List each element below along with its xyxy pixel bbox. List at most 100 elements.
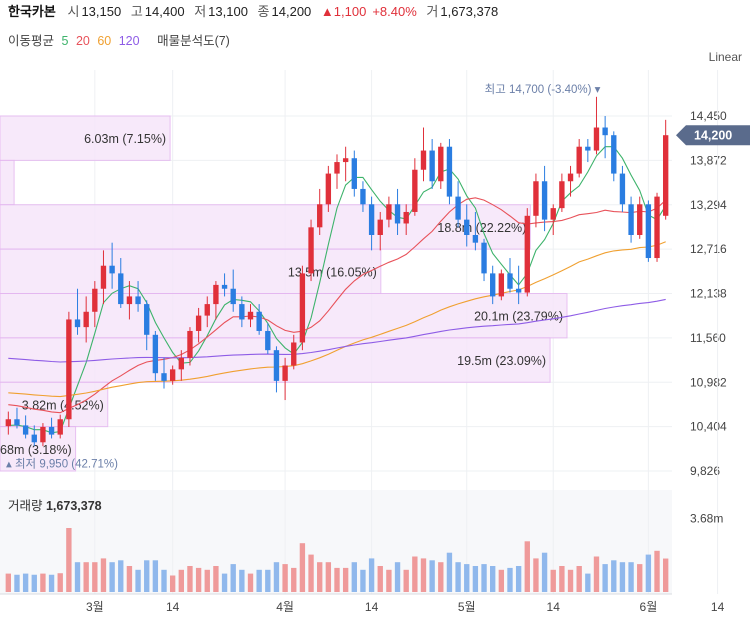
volume-bar (118, 560, 124, 592)
volume-profile-bar (0, 381, 109, 428)
volume-bar (239, 569, 245, 592)
ma-20-label: 20 (75, 34, 90, 48)
volume-profile-toggle[interactable]: 매물분석도(7) (157, 34, 230, 48)
candle-body (438, 146, 444, 182)
price-tick-label: 10,982 (690, 375, 727, 389)
date-tick-label: 4월 (276, 600, 294, 614)
volume-bar (507, 567, 513, 592)
volume-bar (213, 566, 219, 592)
candle-body (325, 173, 332, 205)
volume-bar (472, 566, 479, 592)
candle-body (204, 304, 210, 316)
candle-body (213, 284, 219, 305)
candle-body (169, 369, 176, 381)
candle-body (74, 319, 81, 328)
volume-bar (265, 569, 271, 592)
candle-body (31, 434, 37, 443)
date-tick-label: 14 (166, 600, 180, 614)
candle-body (472, 234, 479, 243)
high-value: 14,400 (144, 4, 185, 19)
candle-body (645, 204, 652, 259)
volume-bar (5, 573, 12, 592)
volume-bar (342, 567, 349, 592)
volume-bar (282, 564, 288, 592)
candle-body (178, 357, 184, 370)
candle-body (187, 330, 193, 358)
volume-bar (524, 541, 530, 592)
candle-body (230, 288, 236, 305)
candle-body (576, 146, 582, 174)
candle-body (83, 311, 89, 328)
candle-body (109, 265, 115, 274)
price-tick-label: 10,404 (690, 420, 727, 434)
volume-bar (559, 566, 565, 592)
volume-bar (412, 556, 418, 592)
candle-body (377, 219, 383, 235)
volume-bar (187, 566, 193, 592)
volume-bar (602, 564, 608, 592)
candle-body (662, 135, 669, 216)
volume-bar (100, 558, 107, 592)
price-tick-label: 12,716 (690, 242, 727, 256)
volume-profile-label: 3.82m (4.52%) (22, 398, 104, 412)
candle-body (541, 181, 548, 220)
candle-body (239, 304, 245, 320)
volume-profile-label: 2.68m (3.18%) (0, 443, 72, 457)
moving-average-legend[interactable]: 이동평균 5 20 60 120 매물분석도(7) (8, 32, 234, 50)
volume-profile-bar (0, 426, 77, 472)
volume-bar (135, 569, 141, 592)
candle-body (550, 208, 556, 220)
volume-bar (360, 569, 366, 592)
candle-body (498, 273, 505, 297)
candle-body (412, 169, 418, 212)
candle-body (567, 173, 574, 182)
volume-bar (152, 560, 159, 592)
ma-5-label: 5 (61, 34, 69, 48)
open-value: 13,150 (81, 4, 122, 19)
candle-body (22, 425, 29, 435)
candle-body (524, 215, 530, 293)
change-value: ▲1,100 (320, 4, 367, 19)
volume-bar (273, 562, 280, 592)
date-tick-label: 3월 (86, 600, 104, 614)
candle-body (14, 419, 20, 426)
candle-body (152, 334, 159, 374)
price-tick-label: 12,138 (690, 287, 727, 301)
date-tick-label: 14 (547, 600, 561, 614)
scale-mode-button[interactable]: Linear (708, 50, 742, 64)
candle-body (135, 296, 141, 305)
volume-profile-bar (0, 115, 171, 161)
candle-body (100, 265, 107, 289)
candle-body (299, 273, 306, 343)
volume-label: 거 (426, 4, 439, 19)
ma-title: 이동평균 (8, 34, 55, 48)
candle-body (308, 227, 314, 274)
candle-body (5, 419, 12, 427)
volume-bar (325, 562, 332, 592)
date-tick-label: 6월 (640, 600, 658, 614)
volume-bar (204, 569, 210, 592)
volume-bar (126, 566, 133, 592)
candle-body (420, 150, 427, 170)
volume-bar (377, 566, 383, 592)
volume-bar (299, 543, 306, 592)
candle-body (446, 146, 453, 197)
volume-label: 거래량 1,673,378 (8, 499, 102, 513)
candle-body (161, 373, 167, 381)
volume-profile-bar (0, 248, 382, 294)
volume-bar (221, 573, 228, 592)
volume-bar (109, 562, 115, 592)
volume-bar (256, 569, 262, 592)
price-tick-label: 9,826 (690, 464, 720, 478)
candle-body (386, 204, 392, 220)
candle-body (455, 196, 461, 220)
volume-bar (22, 573, 29, 592)
ma-60-label: 60 (97, 34, 112, 48)
volume-bar (490, 566, 496, 592)
price-tick-label: 13,872 (690, 153, 727, 167)
volume-bar (74, 562, 81, 592)
candle-body (515, 288, 522, 293)
volume-bar (533, 558, 539, 592)
volume-bar (654, 550, 660, 592)
